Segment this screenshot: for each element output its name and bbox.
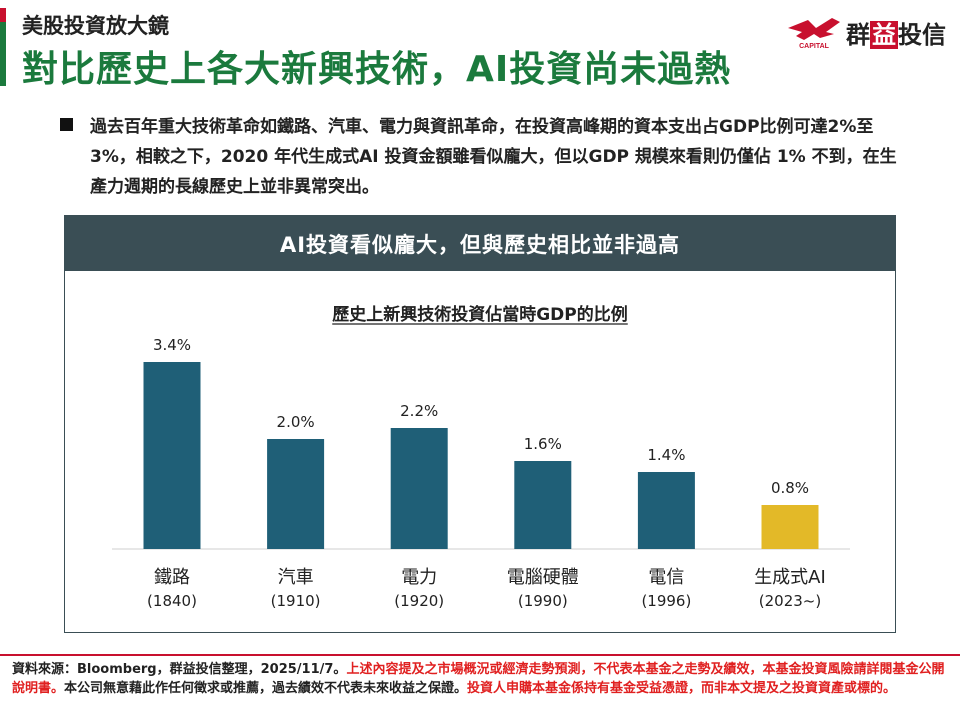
bar-value-label: 1.6% xyxy=(524,435,562,453)
bar xyxy=(514,461,572,549)
category-label: 鐵路 xyxy=(154,567,190,588)
eagle-logo-icon: CAPITAL xyxy=(788,18,840,50)
chart-title: 歷史上新興技術投資佔當時GDP的比例 xyxy=(332,304,628,325)
category-label: 電力 xyxy=(401,567,437,588)
bar-value-label: 3.4% xyxy=(153,336,191,354)
bullet-square-icon xyxy=(60,118,73,131)
footer-source: 資料來源：Bloomberg，群益投信整理，2025/11/7。 xyxy=(12,662,347,677)
footer-warning-1: 上述內容提及之市場概況或經濟走勢預測，不代表本基金之走勢及績效，本基金投資風險請… xyxy=(12,662,945,696)
bar-value-label: 2.2% xyxy=(400,402,438,420)
bar-value-label: 0.8% xyxy=(771,479,809,497)
bullet-point: 過去百年重大技術革命如鐵路、汽車、電力與資訊革命，在投資高峰期的資本支出占GDP… xyxy=(60,112,902,202)
category-label: 生成式AI xyxy=(754,567,826,588)
brand-logo-group: CAPITAL 群益投信 xyxy=(786,14,946,50)
brand-name: 群益投信 xyxy=(846,15,946,50)
chart-panel-header: AI投資看似龐大，但與歷史相比並非過高 xyxy=(65,216,895,271)
category-label: 電信 xyxy=(648,567,684,588)
brand-name-pre: 群 xyxy=(846,20,870,49)
bar-chart: 歷史上新興技術投資佔當時GDP的比例 3.4% 鐵路 (1840) 2.0% 汽車 (191… xyxy=(112,304,850,610)
section-kicker: 美股投資放大鏡 xyxy=(22,14,169,38)
category-label: 電腦硬體 xyxy=(507,567,579,588)
bar xyxy=(761,505,819,549)
logo-caption: CAPITAL xyxy=(799,43,830,50)
category-year-label: (1910) xyxy=(271,592,321,610)
bar xyxy=(143,362,201,549)
footer-disclaimer: 資料來源：Bloomberg，群益投信整理，2025/11/7。上述內容提及之市… xyxy=(0,654,960,720)
category-year-label: (1990) xyxy=(518,592,568,610)
accent-bar-top xyxy=(0,8,6,22)
bar-value-label: 1.4% xyxy=(647,446,685,464)
footer-warning-2: 投資人申購本基金係持有基金受益憑證，而非本文提及之投資資產或標的。 xyxy=(467,681,897,696)
category-year-label: (2023~) xyxy=(759,592,821,610)
category-year-label: (1920) xyxy=(394,592,444,610)
bar xyxy=(637,472,695,549)
brand-name-post: 投信 xyxy=(898,20,946,49)
bar xyxy=(390,428,448,549)
bar-value-label: 2.0% xyxy=(277,413,315,431)
category-year-label: (1840) xyxy=(147,592,197,610)
category-label: 汽車 xyxy=(278,567,314,588)
bullet-text: 過去百年重大技術革命如鐵路、汽車、電力與資訊革命，在投資高峰期的資本支出占GDP… xyxy=(90,117,897,197)
footer-disclaimer-text: 本公司無意藉此作任何徵求或推薦，過去績效不代表未來收益之保證。 xyxy=(64,681,468,696)
brand-name-highlight: 益 xyxy=(870,20,898,49)
accent-bar xyxy=(0,8,6,86)
page-title: 對比歷史上各大新興技術，AI投資尚未過熱 xyxy=(22,49,732,90)
category-year-label: (1996) xyxy=(641,592,691,610)
bar xyxy=(267,439,325,549)
chart-panel: AI投資看似龐大，但與歷史相比並非過高 歷史上新興技術投資佔當時GDP的比例 3.… xyxy=(64,215,896,633)
